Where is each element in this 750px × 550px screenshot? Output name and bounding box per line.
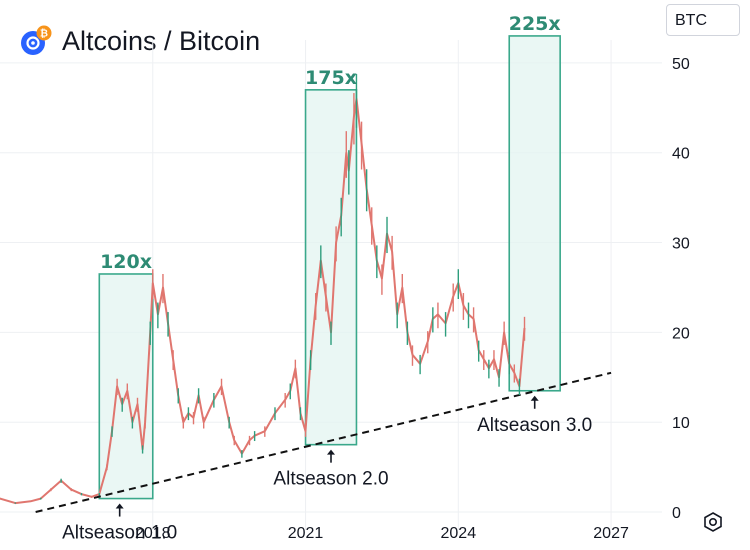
box-multiplier-label: 225x bbox=[509, 13, 561, 35]
annotation-arrow-head bbox=[327, 449, 335, 455]
price-series bbox=[0, 74, 526, 505]
box-multiplier-label: 120x bbox=[100, 251, 152, 273]
y-tick-label: 20 bbox=[672, 325, 690, 342]
altseason-label: Altseason 1.0 bbox=[62, 523, 177, 544]
y-tick-label: 40 bbox=[672, 146, 690, 163]
altseason-label: Altseason 2.0 bbox=[273, 469, 388, 490]
y-axis: 0 10 20 30 40 50 bbox=[672, 56, 690, 522]
y-tick-label: 50 bbox=[672, 56, 690, 73]
settings-icon[interactable] bbox=[702, 511, 724, 533]
trendline bbox=[35, 371, 612, 514]
price-line bbox=[0, 97, 526, 505]
altseason-label: Altseason 3.0 bbox=[477, 415, 592, 436]
trendline-layer bbox=[35, 371, 612, 514]
y-tick-label: 10 bbox=[672, 415, 690, 432]
x-tick-label: 2021 bbox=[288, 525, 324, 542]
y-tick-label: 30 bbox=[672, 236, 690, 253]
chart-header: ₿ Altcoins / Bitcoin bbox=[20, 24, 260, 58]
currency-label[interactable]: BTC bbox=[666, 4, 740, 36]
x-tick-label: 2018 bbox=[135, 525, 171, 542]
box-labels: 120x Altseason 1.0 175x Altseason 2.0 225x Al… bbox=[62, 13, 592, 544]
symbol-logo: ₿ bbox=[20, 24, 54, 58]
annotation-arrow-head bbox=[530, 395, 539, 401]
x-tick-label: 2024 bbox=[441, 525, 477, 542]
x-axis: 2018 2021 2024 2027 bbox=[135, 525, 629, 542]
chart-title: Altcoins / Bitcoin bbox=[62, 25, 261, 56]
annotation-arrow-head bbox=[115, 503, 124, 509]
x-tick-label: 2027 bbox=[593, 525, 629, 542]
y-tick-label: 0 bbox=[672, 505, 681, 522]
box-multiplier-label: 175x bbox=[305, 67, 357, 89]
highlight-box bbox=[508, 35, 561, 392]
highlight-box bbox=[304, 89, 358, 446]
svg-text:₿: ₿ bbox=[40, 28, 48, 40]
